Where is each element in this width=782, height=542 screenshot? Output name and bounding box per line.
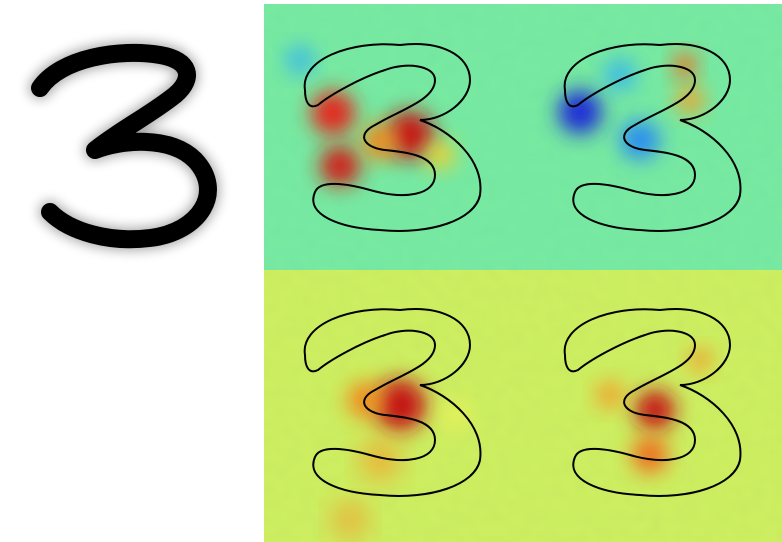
heat-blob	[596, 381, 624, 409]
panel-bottom-left	[264, 270, 522, 542]
heat-blob	[311, 91, 355, 135]
panel-top-right	[522, 4, 782, 270]
heat-blob	[635, 390, 675, 430]
digit-contour	[303, 308, 482, 497]
panel-bottom-right	[522, 270, 782, 542]
heat-blob	[362, 442, 398, 478]
heat-blob	[286, 46, 314, 74]
heat-blob	[441, 401, 469, 429]
heat-blob	[386, 111, 434, 159]
input-digit-image	[0, 0, 262, 271]
heat-blob	[558, 90, 602, 134]
heat-blob	[620, 120, 660, 160]
heat-blob	[320, 146, 360, 186]
panel-top-left	[264, 4, 522, 270]
heat-blob	[426, 141, 454, 169]
digit-contour	[563, 308, 742, 497]
heat-blob	[632, 437, 668, 473]
digit-contour	[303, 43, 482, 232]
heat-blob	[374, 379, 426, 431]
heat-blob	[334, 504, 366, 536]
heat-blob	[688, 348, 712, 372]
heat-blob	[676, 86, 704, 114]
digit-contour	[563, 43, 742, 232]
